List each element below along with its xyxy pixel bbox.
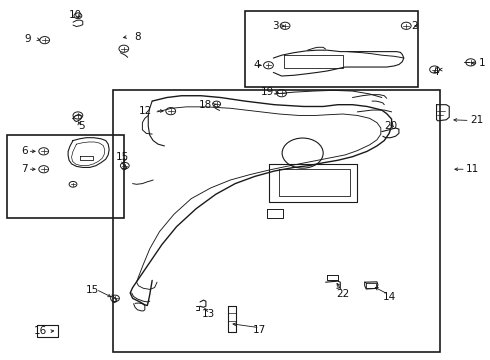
- Text: 8: 8: [134, 32, 141, 41]
- Text: 11: 11: [466, 164, 479, 174]
- Text: 1: 1: [479, 58, 485, 68]
- Text: 19: 19: [261, 87, 274, 97]
- Text: 2: 2: [411, 21, 418, 31]
- Bar: [113, 90, 441, 352]
- Text: 17: 17: [253, 325, 266, 335]
- Text: 12: 12: [139, 106, 152, 116]
- Text: 18: 18: [198, 100, 212, 110]
- Text: 13: 13: [202, 310, 215, 319]
- Text: 22: 22: [336, 289, 349, 299]
- Text: 20: 20: [384, 121, 397, 131]
- Text: 14: 14: [383, 292, 396, 302]
- Text: 10: 10: [69, 10, 81, 20]
- Text: 3: 3: [272, 21, 279, 31]
- Text: 4: 4: [253, 60, 260, 70]
- Text: 15: 15: [86, 285, 99, 296]
- Bar: [245, 12, 418, 87]
- Text: 15: 15: [116, 152, 129, 162]
- Text: 4: 4: [432, 67, 439, 77]
- Text: 9: 9: [24, 34, 31, 44]
- Text: 5: 5: [78, 121, 85, 131]
- Text: 16: 16: [34, 326, 47, 336]
- Text: 6: 6: [21, 146, 28, 156]
- Bar: [6, 135, 124, 218]
- Text: 7: 7: [21, 164, 28, 174]
- Text: 21: 21: [470, 116, 483, 126]
